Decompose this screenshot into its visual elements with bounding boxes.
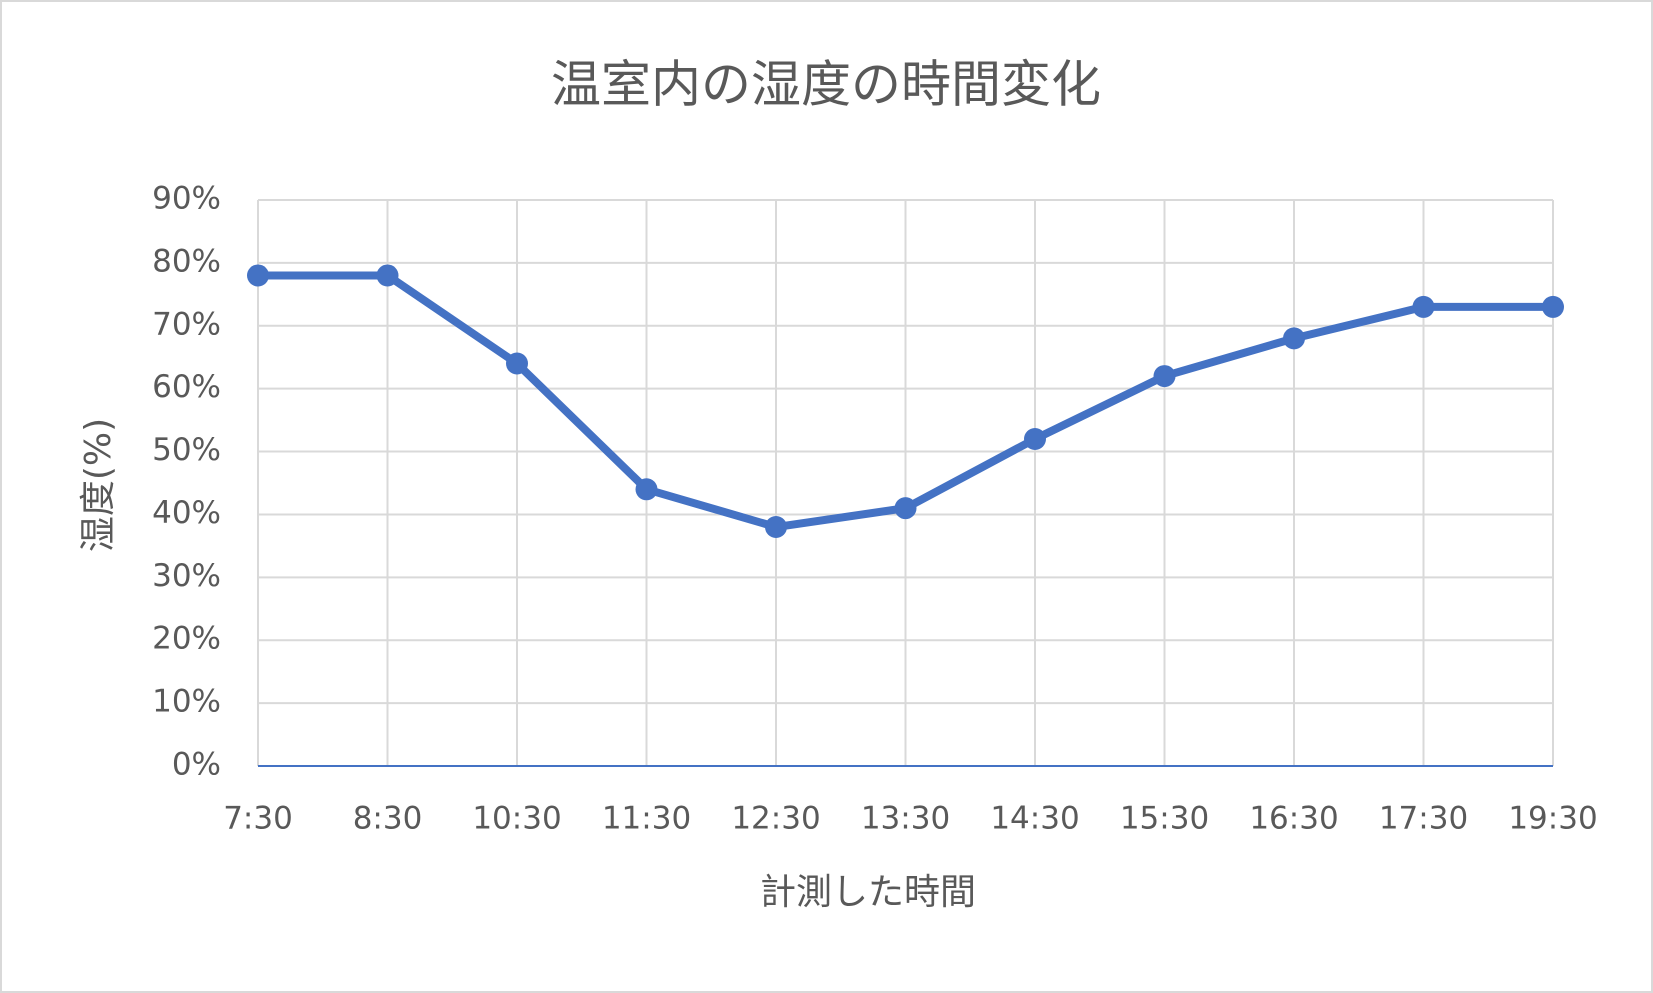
x-tick-label: 19:30 [1508, 801, 1597, 837]
x-axis-title: 計測した時間 [760, 872, 976, 913]
y-tick-label: 40% [152, 495, 221, 531]
y-tick-label: 10% [152, 684, 221, 720]
y-tick-label: 60% [152, 369, 221, 405]
x-tick-label: 10:30 [472, 801, 561, 837]
x-tick-label: 16:30 [1249, 801, 1338, 837]
y-tick-label: 30% [152, 558, 221, 594]
data-point [635, 478, 658, 501]
data-point [1283, 327, 1305, 350]
data-point [506, 352, 528, 375]
data-point [1542, 295, 1564, 318]
y-tick-label: 0% [172, 747, 221, 783]
x-tick-label: 8:30 [353, 801, 423, 837]
data-point [1024, 427, 1046, 450]
x-tick-label: 13:30 [861, 801, 950, 837]
data-point [247, 264, 269, 287]
x-tick-label: 7:30 [223, 801, 293, 837]
data-point [1153, 365, 1176, 388]
data-point [894, 497, 917, 520]
y-axis-title: 湿度(%) [78, 418, 119, 552]
y-tick-label: 70% [152, 306, 221, 342]
y-tick-label: 20% [152, 621, 221, 657]
x-tick-label: 12:30 [731, 801, 820, 837]
x-tick-label: 17:30 [1379, 801, 1468, 837]
chart-title: 温室内の湿度の時間変化 [551, 56, 1101, 114]
y-tick-label: 80% [152, 243, 221, 279]
y-tick-label: 50% [152, 432, 221, 468]
x-tick-label: 14:30 [990, 801, 1079, 837]
data-point [1412, 295, 1435, 318]
x-tick-label: 11:30 [602, 801, 691, 837]
data-point [765, 516, 787, 539]
x-tick-label: 15:30 [1120, 801, 1209, 837]
data-point [376, 264, 399, 287]
y-tick-label: 90% [152, 181, 221, 217]
